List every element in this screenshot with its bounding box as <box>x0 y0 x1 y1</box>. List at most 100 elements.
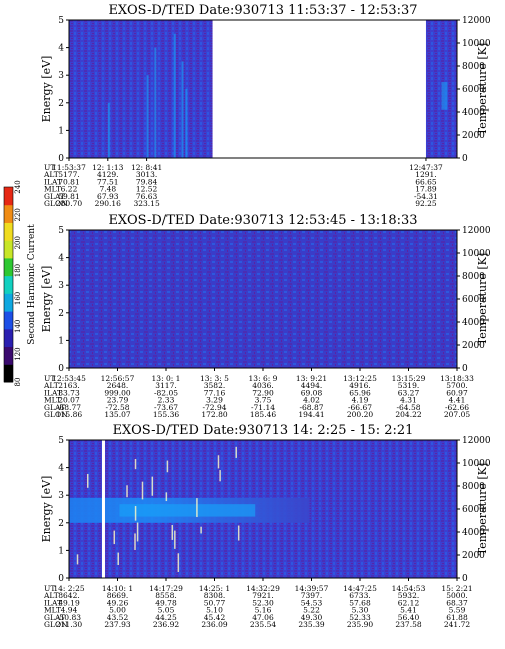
feature-streak <box>181 61 184 158</box>
y-axis-label: Energy [eV] <box>40 56 53 123</box>
orbit-value: 72.90 <box>252 388 274 397</box>
orbit-value: 50.77 <box>204 598 226 607</box>
orbit-value: 44.25 <box>155 613 177 622</box>
y2-tick-label: 6000 <box>462 505 485 515</box>
feature-noise <box>166 460 169 473</box>
colorbar-frame <box>3 186 14 383</box>
feature-noise <box>76 554 79 565</box>
orbit-row-label: MLT <box>44 606 61 615</box>
colorbar-segment <box>4 187 13 206</box>
feature-streak <box>173 33 176 158</box>
y-tick-label: 5 <box>58 226 64 236</box>
orbit-value: 13:15:29 <box>392 374 426 383</box>
orbit-value: 7397. <box>301 591 322 600</box>
feature-streak <box>441 82 448 110</box>
orbit-value: 3013. <box>136 170 157 179</box>
colorbar-tick-label: 80 <box>14 378 22 387</box>
orbit-value: 14:39:57 <box>295 584 329 593</box>
orbit-value: 5700. <box>446 381 467 390</box>
orbit-value: 70.81 <box>58 177 79 186</box>
orbit-value: 60.97 <box>446 388 468 397</box>
feature-streak <box>146 75 149 158</box>
orbit-value: 115.86 <box>56 410 82 419</box>
feature-noise <box>134 506 137 521</box>
feature-streak <box>154 47 157 158</box>
y-tick-label: 3 <box>58 281 64 291</box>
y2-tick-label: 0 <box>462 364 468 374</box>
orbit-value: 14:10: 1 <box>102 584 133 593</box>
data-gap <box>101 440 105 578</box>
orbit-value: 6733. <box>349 591 370 600</box>
y-axis-label: Energy [eV] <box>40 266 53 333</box>
orbit-row-label: GLON <box>44 410 68 419</box>
y2-tick-label: 4000 <box>462 318 485 328</box>
feature-noise <box>86 473 89 488</box>
y-tick-label: 4 <box>58 464 64 474</box>
y2-axis-label: Temperature [K] <box>476 463 489 555</box>
y2-tick-label: 12000 <box>462 226 491 236</box>
orbit-value: 63.27 <box>398 388 420 397</box>
orbit-value: 4.94 <box>61 606 78 615</box>
feature-noise <box>200 526 202 534</box>
y-tick-label: 1 <box>58 546 64 556</box>
orbit-value: 2648. <box>107 381 128 390</box>
y2-tick-label: 2000 <box>462 551 485 561</box>
orbit-value: -71.14 <box>251 403 275 412</box>
orbit-value: 13: 3: 5 <box>200 374 229 383</box>
orbit-value: 12: 1:13 <box>92 163 124 172</box>
y2-tick-label: 10000 <box>462 459 491 469</box>
y-axis-label: Energy [eV] <box>40 476 53 543</box>
y2-tick-label: 12000 <box>462 16 491 26</box>
feature-noise <box>113 530 116 545</box>
orbit-value: 194.41 <box>298 410 324 419</box>
colorbar-segment <box>4 311 13 330</box>
orbit-value: 57.68 <box>349 598 371 607</box>
orbit-value: 185.46 <box>250 410 276 419</box>
orbit-value: 5319. <box>398 381 419 390</box>
orbit-value: 13:18:33 <box>440 374 474 383</box>
feature-noise <box>165 492 168 502</box>
orbit-value: -72.58 <box>105 403 129 412</box>
y-tick-label: 3 <box>58 491 64 501</box>
orbit-value: 20.07 <box>58 396 80 405</box>
y-tick-label: 0 <box>58 364 64 374</box>
orbit-value: -64.58 <box>396 403 420 412</box>
orbit-row-label: UT <box>44 163 55 172</box>
data-region <box>69 230 457 368</box>
orbit-value: 135.07 <box>104 410 130 419</box>
colorbar-tick-label: 120 <box>14 347 22 360</box>
orbit-value: 4036. <box>252 381 273 390</box>
orbit-value: 14: 2:25 <box>53 584 85 593</box>
orbit-row-label: ALT <box>43 591 59 600</box>
feature-noise <box>174 530 176 549</box>
orbit-value: 5.30 <box>352 606 369 615</box>
orbit-value: 4494. <box>301 381 322 390</box>
colorbar-segment <box>4 364 13 383</box>
orbit-value: 14:32:29 <box>246 584 280 593</box>
panel-title: EXOS-D/TED Date:930713 14: 2:25 - 15: 2:… <box>113 423 414 438</box>
y2-tick-label: 0 <box>462 154 468 164</box>
feature-noise <box>171 525 174 540</box>
feature-noise <box>134 458 137 470</box>
orbit-value: 49.26 <box>107 598 129 607</box>
colorbar-tick-label: 180 <box>14 264 22 277</box>
orbit-value: 92.25 <box>415 199 437 208</box>
y2-axis-label: Temperature [K] <box>476 43 489 135</box>
orbit-value: 3.75 <box>255 396 272 405</box>
feature-noise <box>126 485 128 498</box>
colorbar-tick-label: 240 <box>14 180 22 193</box>
orbit-value: 211.30 <box>56 620 82 629</box>
y2-tick-label: 4000 <box>462 108 485 118</box>
colorbar-tick-label: 220 <box>14 208 22 221</box>
orbit-value: 280.70 <box>56 199 82 208</box>
orbit-value: 7.48 <box>99 185 116 194</box>
orbit-value: 5.59 <box>449 606 466 615</box>
panel-title: EXOS-D/TED Date:930713 12:53:45 - 13:18:… <box>108 213 417 228</box>
feature-streak <box>107 102 110 158</box>
orbit-row-label: ALT <box>43 170 59 179</box>
orbit-value: 12:47:37 <box>409 163 443 172</box>
orbit-row-label: GLAT <box>44 403 65 412</box>
orbit-value: 12:53:45 <box>52 374 86 383</box>
orbit-value: 79.84 <box>136 177 158 186</box>
